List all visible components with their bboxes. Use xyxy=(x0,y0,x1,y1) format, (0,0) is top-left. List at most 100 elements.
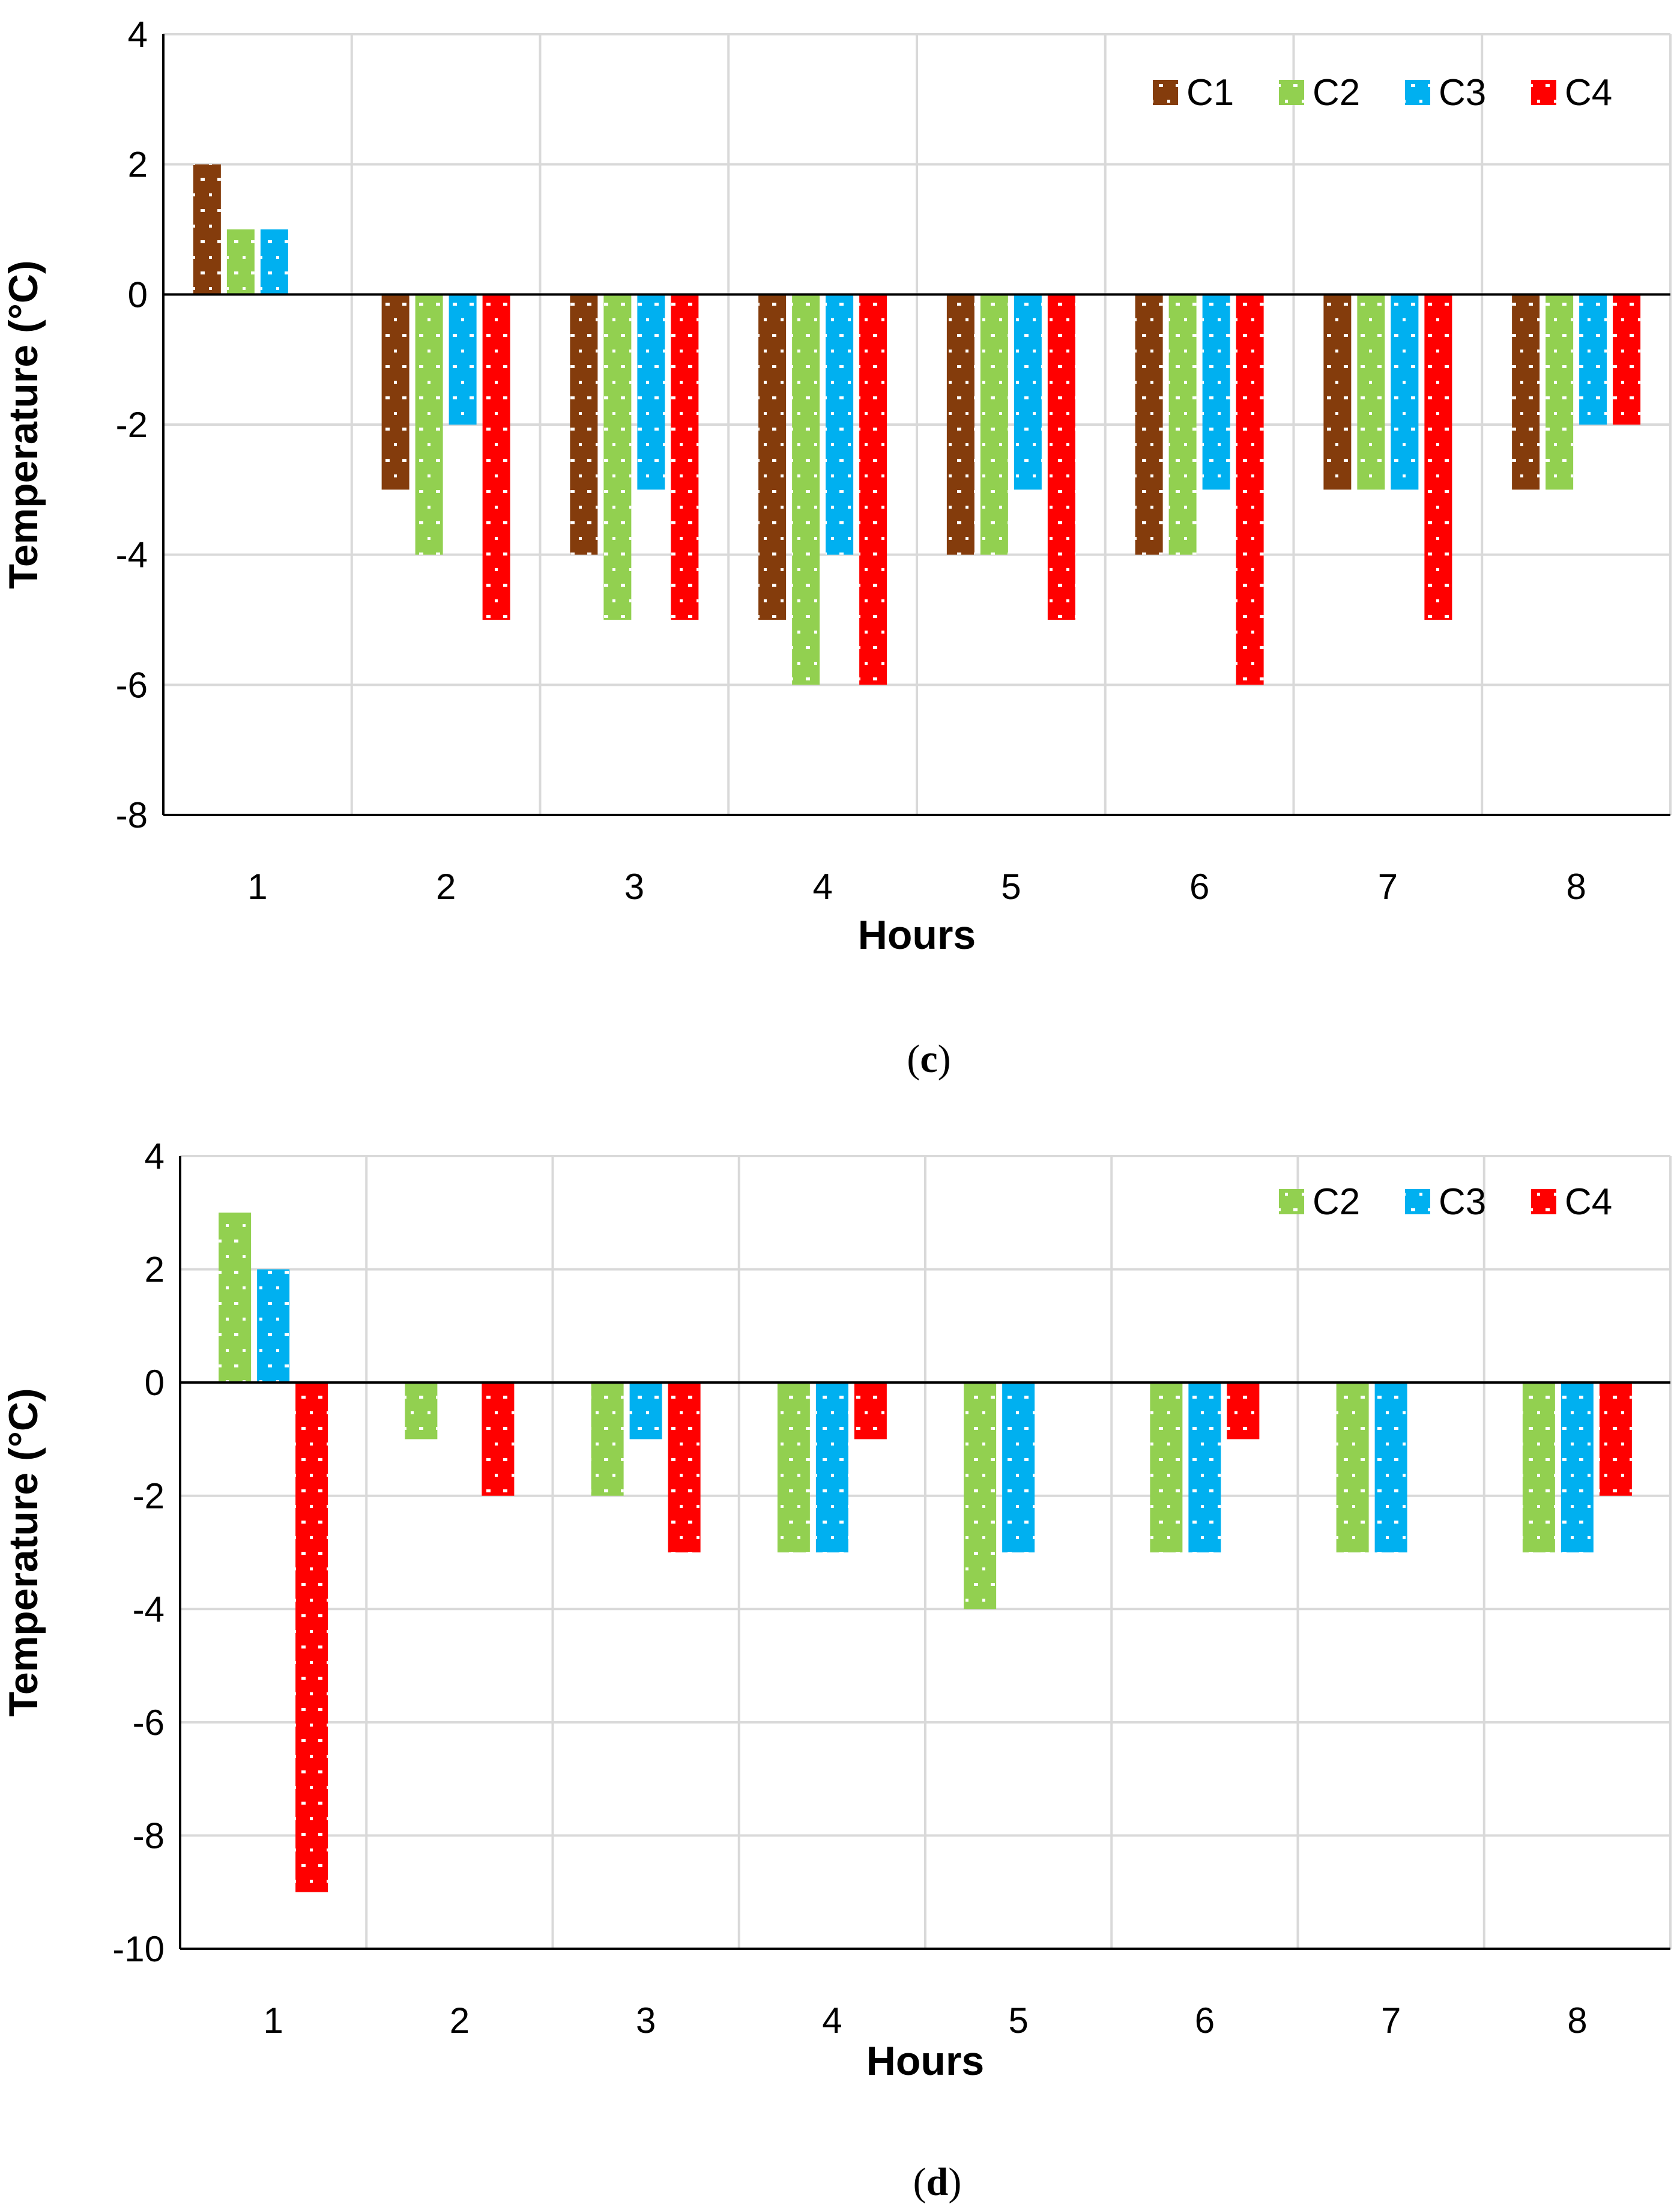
bar-d-c4-hour-4-dots xyxy=(854,1382,887,1440)
x-tick-label-d-4: 5 xyxy=(1008,2000,1028,2041)
bar-d-c2-hour-8-dots xyxy=(1522,1382,1555,1552)
bar-d-c4-hour-1-dots xyxy=(295,1382,328,1892)
bar-d-c4-hour-2-dots xyxy=(482,1382,515,1496)
bar-c-c1-hour-6-dots xyxy=(1135,294,1163,555)
bar-c-c3-hour-5-dots xyxy=(1014,294,1042,490)
bar-d-c2-hour-2-dots xyxy=(405,1382,438,1440)
x-tick-label-c-6: 7 xyxy=(1378,867,1398,907)
bar-c-c4-hour-6-dots xyxy=(1236,294,1264,685)
x-tick-label-d-6: 7 xyxy=(1381,2000,1401,2041)
x-tick-label-c-2: 3 xyxy=(624,867,644,907)
bar-c-c4-hour-3-dots xyxy=(671,294,699,620)
y-tick-label-c-2: 0 xyxy=(128,274,148,315)
bar-d-c2-hour-4-dots xyxy=(777,1382,810,1552)
x-axis-title-d: Hours xyxy=(866,2038,984,2084)
bar-d-c3-hour-1-dots xyxy=(257,1269,290,1383)
x-tick-label-d-1: 2 xyxy=(450,2000,470,2041)
legend-entry-c-c3: C3 xyxy=(1405,72,1486,114)
bar-c-c3-hour-2 xyxy=(449,294,477,425)
legend-d: C2 C3 C4 xyxy=(1279,1181,1612,1223)
bar-d-c3-hour-5-dots xyxy=(1002,1382,1035,1552)
bar-d-c4-hour-6 xyxy=(1227,1382,1260,1440)
x-tick-label-d-3: 4 xyxy=(822,2000,842,2041)
y-axis-title-d: Temperature (°C) xyxy=(1,1388,46,1716)
bar-c-c2-hour-6 xyxy=(1168,294,1197,555)
chart-panel-d: 4 2 0 -2 -4 -6 -8 -10 1 2 3 4 5 6 7 8 Hours Temperature (… xyxy=(1,1136,1672,2204)
bar-c-c4-hour-4-dots xyxy=(859,294,887,685)
bar-c-c2-hour-1-dots xyxy=(226,229,255,295)
bar-c-c1-hour-3 xyxy=(570,294,598,555)
bar-c-c4-hour-2-dots xyxy=(482,294,510,620)
y-tick-label-d-7: -10 xyxy=(112,1929,165,1969)
x-tick-label-d-7: 8 xyxy=(1567,2000,1587,2041)
x-tick-label-c-3: 4 xyxy=(812,867,832,907)
bar-c-c3-hour-7 xyxy=(1391,294,1419,490)
bar-c-c3-hour-7-dots xyxy=(1391,294,1419,490)
bar-d-c3-hour-6-dots xyxy=(1188,1382,1221,1552)
legend-entry-c-c4: C4 xyxy=(1531,72,1612,114)
bar-c-c3-hour-8-dots xyxy=(1579,294,1607,425)
y-tick-label-c-6: -8 xyxy=(116,795,148,835)
bar-c-c2-hour-4-dots xyxy=(792,294,820,685)
bar-c-c1-hour-5-dots xyxy=(946,294,974,555)
bar-c-c1-hour-6 xyxy=(1135,294,1163,555)
x-tick-label-c-0: 1 xyxy=(247,867,267,907)
bar-d-c2-hour-1 xyxy=(219,1212,252,1383)
caption-close-c: ) xyxy=(938,1037,951,1081)
bar-d-c2-hour-3-dots xyxy=(591,1382,624,1496)
bar-c-c4-hour-8-dots xyxy=(1613,294,1641,425)
x-tick-label-d-5: 6 xyxy=(1195,2000,1215,2041)
y-tick-label-d-1: 2 xyxy=(145,1250,165,1290)
bar-c-c2-hour-1 xyxy=(226,229,255,295)
legend-swatch-dots-c-c3 xyxy=(1405,80,1430,105)
bar-d-c2-hour-1-dots xyxy=(219,1212,252,1383)
legend-entry-c-c1: C1 xyxy=(1153,72,1234,114)
bar-d-c3-hour-4-dots xyxy=(815,1382,848,1552)
y-tick-label-c-0: 4 xyxy=(128,14,148,55)
bar-c-c3-hour-6 xyxy=(1202,294,1230,490)
bar-c-c1-hour-8-dots xyxy=(1512,294,1540,490)
bar-d-c4-hour-3 xyxy=(668,1382,701,1552)
bar-d-c3-hour-8-dots xyxy=(1561,1382,1594,1552)
bar-c-c1-hour-1 xyxy=(193,164,221,295)
bar-c-c2-hour-4 xyxy=(792,294,820,685)
legend-swatch-dots-c-c2 xyxy=(1279,80,1304,105)
bar-d-c2-hour-3 xyxy=(591,1382,624,1496)
bar-d-c4-hour-8-dots xyxy=(1599,1382,1632,1496)
bar-c-c3-hour-1-dots xyxy=(260,229,288,295)
bar-c-c4-hour-5 xyxy=(1047,294,1075,620)
bar-c-c2-hour-5-dots xyxy=(980,294,1008,555)
bar-d-c2-hour-7-dots xyxy=(1336,1382,1369,1552)
caption-letter-d: d xyxy=(926,2160,949,2204)
caption-letter-c: c xyxy=(920,1037,937,1081)
bar-c-c1-hour-2-dots xyxy=(381,294,409,490)
bar-d-c4-hour-1 xyxy=(295,1382,328,1892)
bar-c-c2-hour-8-dots xyxy=(1546,294,1574,490)
bar-c-c4-hour-8 xyxy=(1613,294,1641,425)
bar-c-c4-hour-2 xyxy=(482,294,510,620)
bar-c-c1-hour-1-dots xyxy=(193,164,221,295)
y-tick-label-d-3: -2 xyxy=(133,1476,165,1516)
bar-c-c3-hour-6-dots xyxy=(1202,294,1230,490)
bar-c-c3-hour-3-dots xyxy=(637,294,665,490)
bar-d-c2-hour-7 xyxy=(1336,1382,1369,1552)
legend-entry-d-c4: C4 xyxy=(1531,1181,1612,1223)
bar-d-c4-hour-4 xyxy=(854,1382,887,1440)
bar-c-c1-hour-5 xyxy=(946,294,974,555)
y-tick-label-d-2: 0 xyxy=(145,1363,165,1403)
legend-label-c-c4: C4 xyxy=(1565,72,1612,114)
bar-d-c4-hour-6-dots xyxy=(1227,1382,1260,1440)
legend-label-d-c2: C2 xyxy=(1313,1181,1360,1223)
bar-d-c3-hour-6 xyxy=(1188,1382,1221,1552)
y-tick-label-d-5: -6 xyxy=(133,1703,165,1743)
bar-c-c4-hour-7 xyxy=(1424,294,1452,620)
x-tick-label-d-2: 3 xyxy=(636,2000,656,2041)
bar-c-c2-hour-6-dots xyxy=(1168,294,1197,555)
bar-c-c3-hour-3 xyxy=(637,294,665,490)
legend-entry-d-c2: C2 xyxy=(1279,1181,1360,1223)
bar-c-c1-hour-3-dots xyxy=(570,294,598,555)
x-tick-label-c-4: 5 xyxy=(1001,867,1021,907)
bar-d-c2-hour-8 xyxy=(1522,1382,1555,1552)
bar-d-c3-hour-7 xyxy=(1374,1382,1407,1552)
legend-entry-d-c3: C3 xyxy=(1405,1181,1486,1223)
